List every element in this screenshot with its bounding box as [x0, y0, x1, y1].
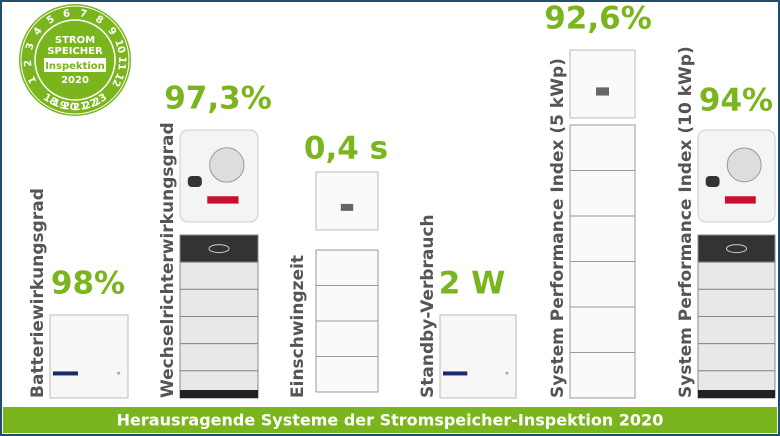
- battery-stripe: [53, 371, 78, 376]
- badge-number: 19: [51, 97, 68, 112]
- badge-band: [44, 58, 106, 72]
- badge-number: 22: [82, 97, 99, 112]
- badge-number: 12: [109, 71, 125, 88]
- column-value: 97,3%: [164, 81, 272, 117]
- battery-module: [179, 234, 259, 263]
- battery-module: [315, 285, 379, 322]
- badge-number: 10: [112, 38, 127, 55]
- badge-text: Inspektion: [45, 61, 105, 72]
- display: [187, 176, 202, 188]
- column-label: Batteriewirkungsgrad: [28, 188, 48, 398]
- inverter: [315, 171, 379, 231]
- battery-module: [315, 320, 379, 357]
- battery-module: [569, 215, 636, 262]
- badge-number: 8: [93, 14, 105, 27]
- column-value: 92,6%: [544, 1, 652, 37]
- battery-led: [117, 371, 121, 375]
- battery-module: [569, 352, 636, 399]
- badge-number: 21: [73, 101, 88, 113]
- column-label: System Performance Index (10 kWp): [676, 46, 696, 398]
- column-value: 94%: [699, 83, 773, 119]
- battery-module: [315, 249, 379, 286]
- battery-module: [569, 170, 636, 217]
- badge-number: 6: [62, 8, 71, 20]
- badge-text: SPEICHER: [47, 46, 103, 57]
- badge-text: STROM: [55, 35, 95, 46]
- badge-ring: [34, 19, 116, 101]
- column-label: Standby-Verbrauch: [418, 214, 438, 398]
- badge-number: 7: [79, 8, 88, 20]
- footer-bar: [3, 407, 777, 433]
- battery-module: [569, 306, 636, 353]
- column-label: System Performance Index (5 kWp): [548, 58, 568, 398]
- battery-module: [315, 356, 379, 393]
- column-label: Wechselrichterwirkungsgrad: [158, 122, 178, 398]
- base: [698, 390, 775, 398]
- inverter: [569, 49, 636, 119]
- fan: [209, 147, 245, 183]
- led-ring: [208, 244, 230, 254]
- battery-led: [505, 371, 509, 375]
- badge-ring: [20, 5, 130, 115]
- fan: [726, 147, 762, 183]
- badge-number: 3: [24, 42, 37, 52]
- column-label: Einschwingzeit: [288, 255, 308, 398]
- battery-module: [697, 288, 776, 318]
- battery-stripe: [443, 371, 468, 376]
- display: [705, 176, 720, 188]
- footer-text: Herausragende Systeme der Stromspeicher-…: [117, 411, 664, 430]
- badge-text: 2020: [61, 75, 89, 86]
- red-band: [207, 196, 239, 204]
- display: [340, 203, 354, 211]
- column-value: 98%: [51, 266, 125, 302]
- battery-module: [179, 261, 259, 290]
- column-value: 2 W: [439, 266, 506, 302]
- badge-number: 2: [23, 59, 34, 67]
- battery-module: [697, 234, 776, 263]
- led-ring: [726, 244, 747, 254]
- battery-module: [179, 316, 259, 345]
- red-band: [724, 196, 756, 204]
- badge-number: 1: [26, 74, 39, 85]
- badge-number: 20: [62, 101, 77, 113]
- battery-module: [697, 261, 776, 290]
- battery-module: [569, 124, 636, 171]
- badge-number: 11: [115, 56, 127, 71]
- badge: STROM SPEICHER Inspektion 2020: [19, 4, 131, 116]
- base: [180, 390, 258, 398]
- battery-module: [697, 343, 776, 372]
- battery-module: [179, 343, 259, 372]
- battery-module: [569, 261, 636, 308]
- battery-box: [49, 314, 129, 399]
- column-value: 0,4 s: [304, 131, 388, 167]
- display: [596, 87, 609, 96]
- badge-number: 5: [45, 14, 57, 27]
- battery-module: [179, 288, 259, 318]
- battery-box: [439, 314, 517, 399]
- battery-module: [697, 316, 776, 345]
